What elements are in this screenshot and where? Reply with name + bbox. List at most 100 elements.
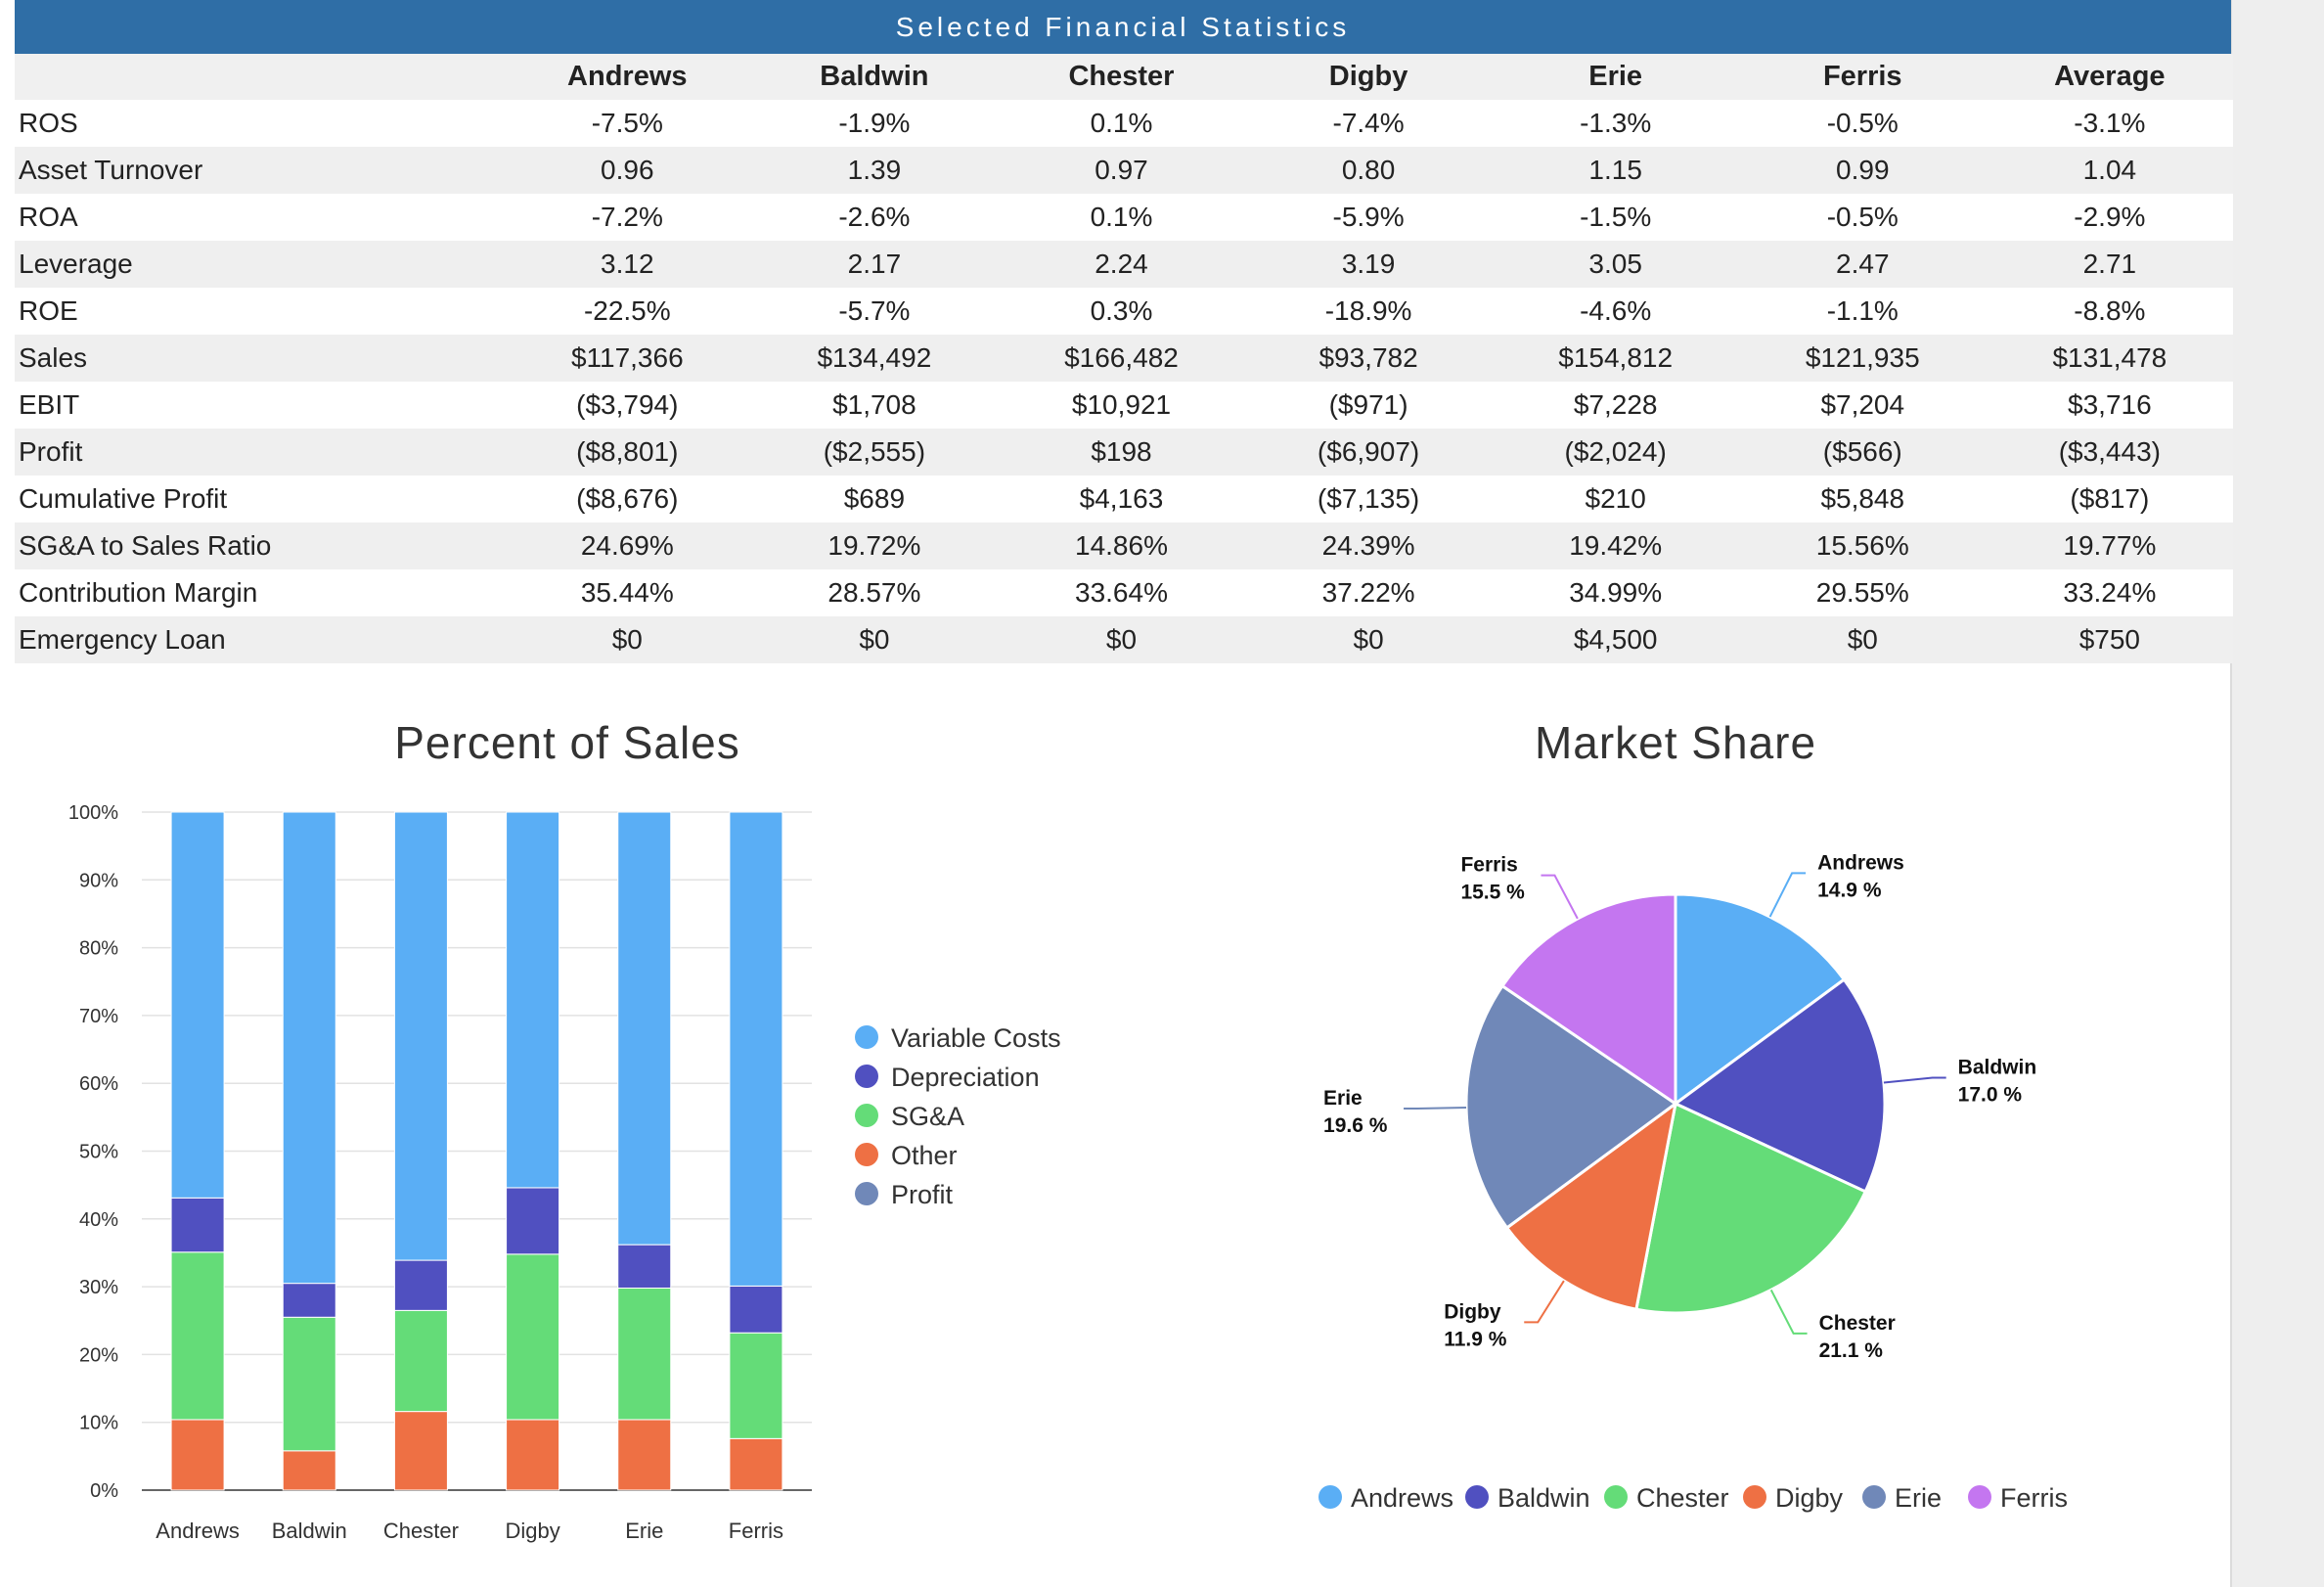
pie-label-value: 19.6 %	[1323, 1114, 1388, 1137]
bar-segment-andrews-other[interactable]	[170, 1419, 225, 1491]
bar-segment-erie-sg-a[interactable]	[617, 1287, 672, 1421]
table-row: SG&A to Sales Ratio 24.69% 19.72% 14.86% 24.…	[15, 522, 2234, 569]
table-cell: $7,228	[1492, 382, 1739, 429]
pie-label-value: 11.9 %	[1444, 1328, 1507, 1350]
pie-leader-line	[1404, 1107, 1467, 1110]
bar-segment-andrews-variable-costs[interactable]	[170, 811, 225, 1199]
legend-label[interactable]: Digby	[1775, 1483, 1844, 1513]
row-label: ROA	[15, 194, 504, 241]
legend-swatch	[855, 1182, 878, 1205]
legend-label[interactable]: SG&A	[891, 1102, 964, 1131]
table-row: Cumulative Profit ($8,676) $689 $4,163 ($7,1…	[15, 476, 2234, 522]
bar-segment-ferris-other[interactable]	[729, 1437, 783, 1491]
bar-segment-chester-depreciation[interactable]	[393, 1259, 448, 1311]
bar-segment-baldwin-depreciation[interactable]	[282, 1283, 336, 1318]
table-cell: 37.22%	[1244, 569, 1493, 616]
table-cell: 1.15	[1492, 147, 1739, 194]
table-row: ROS -7.5% -1.9% 0.1% -7.4% -1.3% -0.5% -3.1%	[15, 100, 2234, 147]
row-label: Emergency Loan	[15, 616, 504, 663]
table-cell: ($566)	[1738, 429, 1987, 476]
legend-label[interactable]: Chester	[1636, 1483, 1729, 1513]
table-cell: $0	[1738, 616, 1987, 663]
table-row: Leverage 3.12 2.17 2.24 3.19 3.05 2.47 2.71	[15, 241, 2234, 288]
table-cell: 3.19	[1244, 241, 1493, 288]
y-tick-label: 70%	[79, 1006, 118, 1027]
table-cell: -1.3%	[1492, 100, 1739, 147]
y-tick-label: 10%	[79, 1413, 118, 1434]
bar-segment-baldwin-variable-costs[interactable]	[282, 811, 336, 1285]
legend-label[interactable]: Baldwin	[1497, 1483, 1590, 1513]
table-row: Contribution Margin 35.44% 28.57% 33.64% 37.…	[15, 569, 2234, 616]
bar-segment-erie-variable-costs[interactable]	[617, 811, 672, 1246]
table-row: Sales $117,366 $134,492 $166,482 $93,782 $154…	[15, 335, 2234, 382]
table-cell: $689	[750, 476, 999, 522]
pie-slice-erie[interactable]	[1464, 983, 1678, 1230]
table-cell: 0.99	[1738, 147, 1987, 194]
pie-leader-line	[1883, 1076, 1946, 1084]
legend-label[interactable]: Andrews	[1351, 1483, 1453, 1513]
table-cell: -4.6%	[1492, 288, 1739, 335]
table-cell: $750	[1986, 616, 2234, 663]
table-cell: 24.69%	[504, 522, 751, 569]
x-tick-label: Erie	[625, 1519, 663, 1543]
bar-segment-baldwin-sg-a[interactable]	[282, 1316, 336, 1452]
bar-segment-baldwin-other[interactable]	[282, 1450, 336, 1491]
table-cell: ($8,676)	[504, 476, 751, 522]
table-cell: 0.96	[504, 147, 751, 194]
legend-label[interactable]: Ferris	[2000, 1483, 2068, 1513]
table-header-row: Andrews Baldwin Chester Digby Erie Ferris Aver…	[15, 54, 2234, 100]
bar-segment-erie-depreciation[interactable]	[617, 1244, 672, 1289]
x-tick-label: Andrews	[156, 1519, 240, 1543]
bar-segment-ferris-depreciation[interactable]	[729, 1285, 783, 1334]
table-cell: 3.12	[504, 241, 751, 288]
pie-slice-andrews[interactable]	[1674, 892, 1847, 1107]
row-label: Leverage	[15, 241, 504, 288]
legend-label[interactable]: Depreciation	[891, 1063, 1040, 1092]
bar-segment-digby-depreciation[interactable]	[506, 1187, 560, 1255]
bar-chart-title: Percent of Sales	[394, 717, 740, 768]
table-cell: $5,848	[1738, 476, 1987, 522]
column-header-digby: Digby	[1244, 54, 1493, 100]
table-row: Profit ($8,801) ($2,555) $198 ($6,907) ($2,02…	[15, 429, 2234, 476]
bar-segment-ferris-sg-a[interactable]	[729, 1332, 783, 1439]
row-label: EBIT	[15, 382, 504, 429]
bar-segment-erie-other[interactable]	[617, 1419, 672, 1491]
table-row: ROE -22.5% -5.7% 0.3% -18.9% -4.6% -1.1% -8.8%	[15, 288, 2234, 335]
legend-label[interactable]: Profit	[891, 1180, 954, 1209]
bar-segment-digby-other[interactable]	[506, 1419, 560, 1491]
bar-segment-digby-variable-costs[interactable]	[506, 811, 560, 1189]
pie-slice-ferris[interactable]	[1499, 892, 1677, 1107]
legend-label[interactable]: Erie	[1895, 1483, 1942, 1513]
pie-slice-digby[interactable]	[1504, 1100, 1678, 1311]
x-tick-label: Chester	[383, 1519, 459, 1543]
bar-segment-andrews-depreciation[interactable]	[170, 1197, 225, 1253]
legend-label[interactable]: Variable Costs	[891, 1023, 1061, 1053]
table-cell: $4,500	[1492, 616, 1739, 663]
table-cell: 29.55%	[1738, 569, 1987, 616]
pie-slice-baldwin[interactable]	[1673, 977, 1887, 1194]
table-cell: 14.86%	[998, 522, 1245, 569]
table-cell: $10,921	[998, 382, 1245, 429]
row-label: ROE	[15, 288, 504, 335]
banner-title: Selected Financial Statistics	[15, 0, 2231, 54]
table-cell: ($8,801)	[504, 429, 751, 476]
bar-segment-chester-sg-a[interactable]	[393, 1309, 448, 1413]
table-cell: $131,478	[1986, 335, 2234, 382]
table-cell: 1.04	[1986, 147, 2234, 194]
bar-segment-ferris-variable-costs[interactable]	[729, 811, 783, 1287]
row-label: Asset Turnover	[15, 147, 504, 194]
table-cell: 33.64%	[998, 569, 1245, 616]
column-header-baldwin: Baldwin	[750, 54, 999, 100]
legend-label[interactable]: Other	[891, 1141, 958, 1170]
table-cell: -3.1%	[1986, 100, 2234, 147]
bar-segment-andrews-sg-a[interactable]	[170, 1251, 225, 1421]
pie-label-name: Ferris	[1460, 854, 1517, 877]
bar-segment-chester-other[interactable]	[393, 1411, 448, 1491]
bar-segment-digby-sg-a[interactable]	[506, 1253, 560, 1421]
legend-swatch	[1318, 1485, 1342, 1509]
legend-swatch	[855, 1025, 878, 1049]
bar-segment-chester-variable-costs[interactable]	[393, 811, 448, 1261]
pie-slice-chester[interactable]	[1634, 1101, 1868, 1315]
row-label: Profit	[15, 429, 504, 476]
legend-swatch	[1604, 1485, 1628, 1509]
